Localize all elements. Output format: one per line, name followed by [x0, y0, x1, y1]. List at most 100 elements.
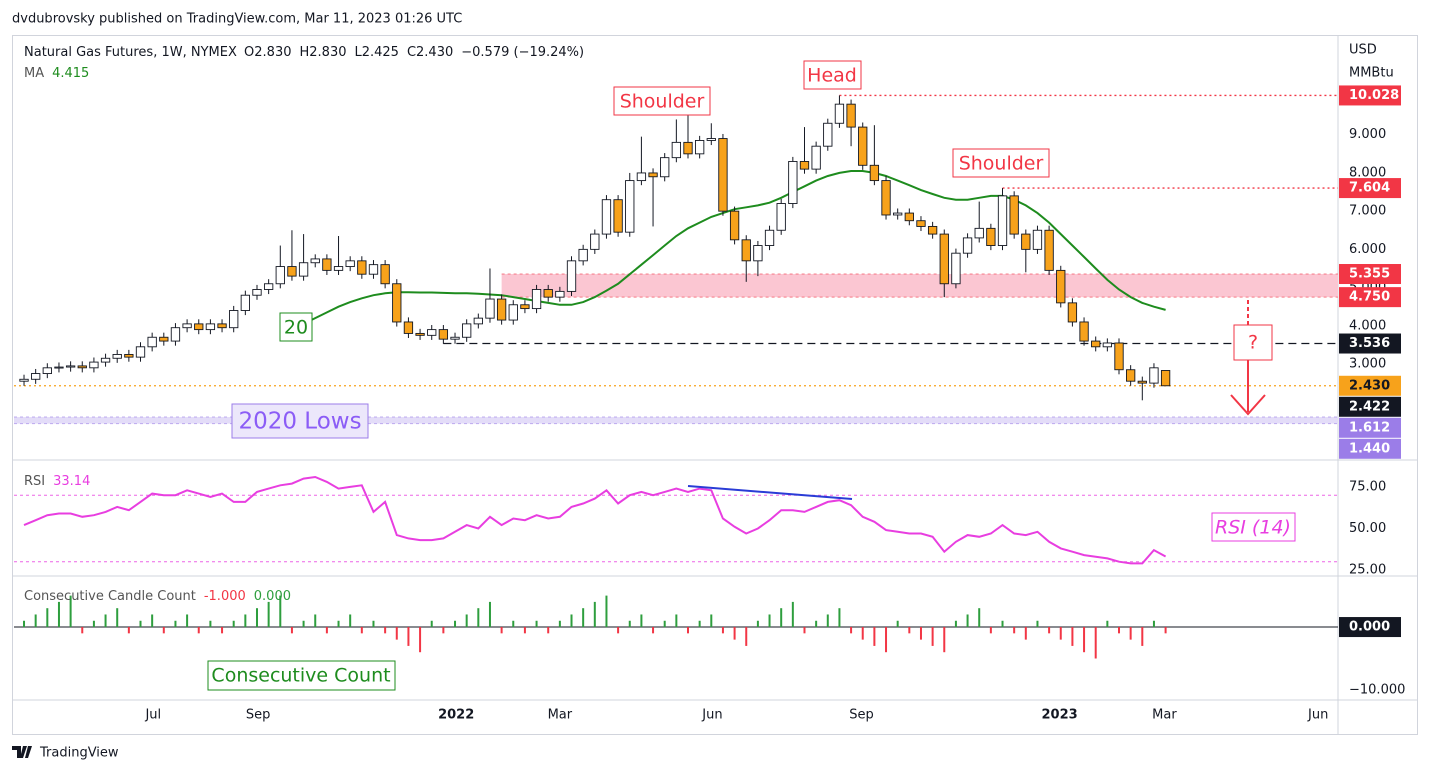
- y-tick-label: 3.000: [1349, 357, 1386, 372]
- quote-value: 2.830: [254, 45, 291, 60]
- candle-body: [450, 336, 460, 340]
- count-bar: [1106, 620, 1109, 628]
- count-bar: [582, 608, 585, 628]
- candle-body: [380, 264, 390, 285]
- candle-body: [811, 145, 821, 170]
- zone: [14, 417, 1338, 424]
- price-label-bg: [1339, 287, 1401, 308]
- count-bar: [349, 614, 352, 628]
- x-tick-label: Sep: [849, 708, 874, 723]
- count-bar: [989, 627, 992, 634]
- price-label-bg: [1339, 85, 1401, 106]
- logo: [12, 746, 32, 758]
- count-bar: [337, 620, 340, 628]
- count-bar: [908, 627, 911, 634]
- count-bar: [815, 620, 818, 628]
- candle-body: [590, 233, 600, 250]
- candle-body: [566, 260, 577, 292]
- candle-body: [694, 140, 705, 155]
- count-bar: [675, 614, 678, 628]
- count-bar: [663, 620, 666, 628]
- candle-body: [904, 212, 914, 222]
- candle-body: [287, 266, 297, 277]
- candle-body: [997, 195, 1008, 246]
- count-bar: [116, 608, 119, 628]
- candle-body: [834, 103, 845, 124]
- count-bar: [919, 627, 922, 640]
- y-tick-label: 9.000: [1349, 127, 1386, 142]
- candle-body: [1044, 229, 1054, 271]
- count-bar: [954, 620, 957, 628]
- candle-body: [333, 266, 344, 271]
- count-bar: [162, 627, 165, 634]
- candle-body: [485, 298, 495, 319]
- count-bar: [1071, 627, 1074, 646]
- annotation: 20: [284, 317, 308, 339]
- candle-body: [229, 310, 239, 329]
- candle-body: [438, 329, 449, 340]
- count-bar: [652, 627, 655, 634]
- count-bar: [325, 627, 328, 634]
- count-bar: [23, 620, 26, 628]
- x-tick-label: Jun: [701, 708, 722, 723]
- count-bar: [721, 627, 724, 634]
- legend-ma-name: MA: [24, 66, 44, 81]
- candle-body: [298, 262, 309, 277]
- candle-body: [100, 357, 111, 363]
- candle-body: [170, 327, 181, 342]
- legend-rsi-name: RSI: [24, 474, 45, 489]
- count-bar: [360, 627, 363, 634]
- x-tick-label: 2023: [1042, 708, 1078, 723]
- annotation: Shoulder: [620, 91, 705, 113]
- candle-body: [660, 157, 670, 178]
- candle-body: [322, 258, 332, 271]
- candle-body: [683, 141, 693, 155]
- count-bar: [372, 620, 375, 628]
- count-bar: [384, 627, 387, 634]
- y-tick-label: 6.000: [1349, 242, 1386, 257]
- candle-body: [555, 290, 565, 298]
- candle-body: [496, 298, 507, 321]
- candle-body: [1021, 233, 1031, 250]
- price-label-bg: [1339, 375, 1401, 396]
- candle-body: [205, 323, 216, 331]
- count-bar: [1152, 620, 1155, 628]
- candle-body: [427, 329, 437, 336]
- candle-body: [916, 220, 926, 227]
- candle-body: [951, 252, 961, 285]
- candle-body: [601, 199, 612, 235]
- count-bar: [745, 627, 748, 646]
- annotations: Shoulder Head Shoulder 20 2020 Lows RSI …: [207, 60, 1296, 691]
- count-bar: [558, 620, 561, 628]
- y-tick-label: 8.000: [1349, 165, 1386, 180]
- legend-rsi: RSI 33.14: [24, 474, 90, 489]
- count-bar: [81, 627, 84, 634]
- count-bar: [314, 614, 317, 628]
- candle-body: [823, 122, 833, 147]
- annotation: Head: [807, 65, 857, 87]
- count-bar: [1141, 627, 1144, 646]
- candle-body: [613, 199, 623, 233]
- candle-body: [927, 225, 938, 235]
- annotation: Shoulder: [959, 153, 1044, 175]
- x-tick-label: 2022: [438, 708, 474, 723]
- candle-body: [473, 317, 483, 325]
- candle-body: [1149, 367, 1159, 384]
- annotation-box: [207, 660, 396, 691]
- count-bar: [698, 620, 701, 628]
- candle-body: [776, 203, 786, 231]
- candle-body: [508, 304, 518, 321]
- annotation: ?: [1248, 332, 1258, 354]
- price-label-bg: [1339, 617, 1401, 638]
- count-bar: [605, 595, 608, 628]
- count-bar: [617, 627, 620, 634]
- quote-key: O: [244, 45, 254, 60]
- marks: [19, 95, 1171, 659]
- count-bar: [512, 620, 515, 628]
- candle-body: [881, 180, 891, 216]
- price-label: 10.028: [1349, 88, 1399, 103]
- candle-body: [124, 353, 134, 358]
- candle-body: [147, 336, 157, 348]
